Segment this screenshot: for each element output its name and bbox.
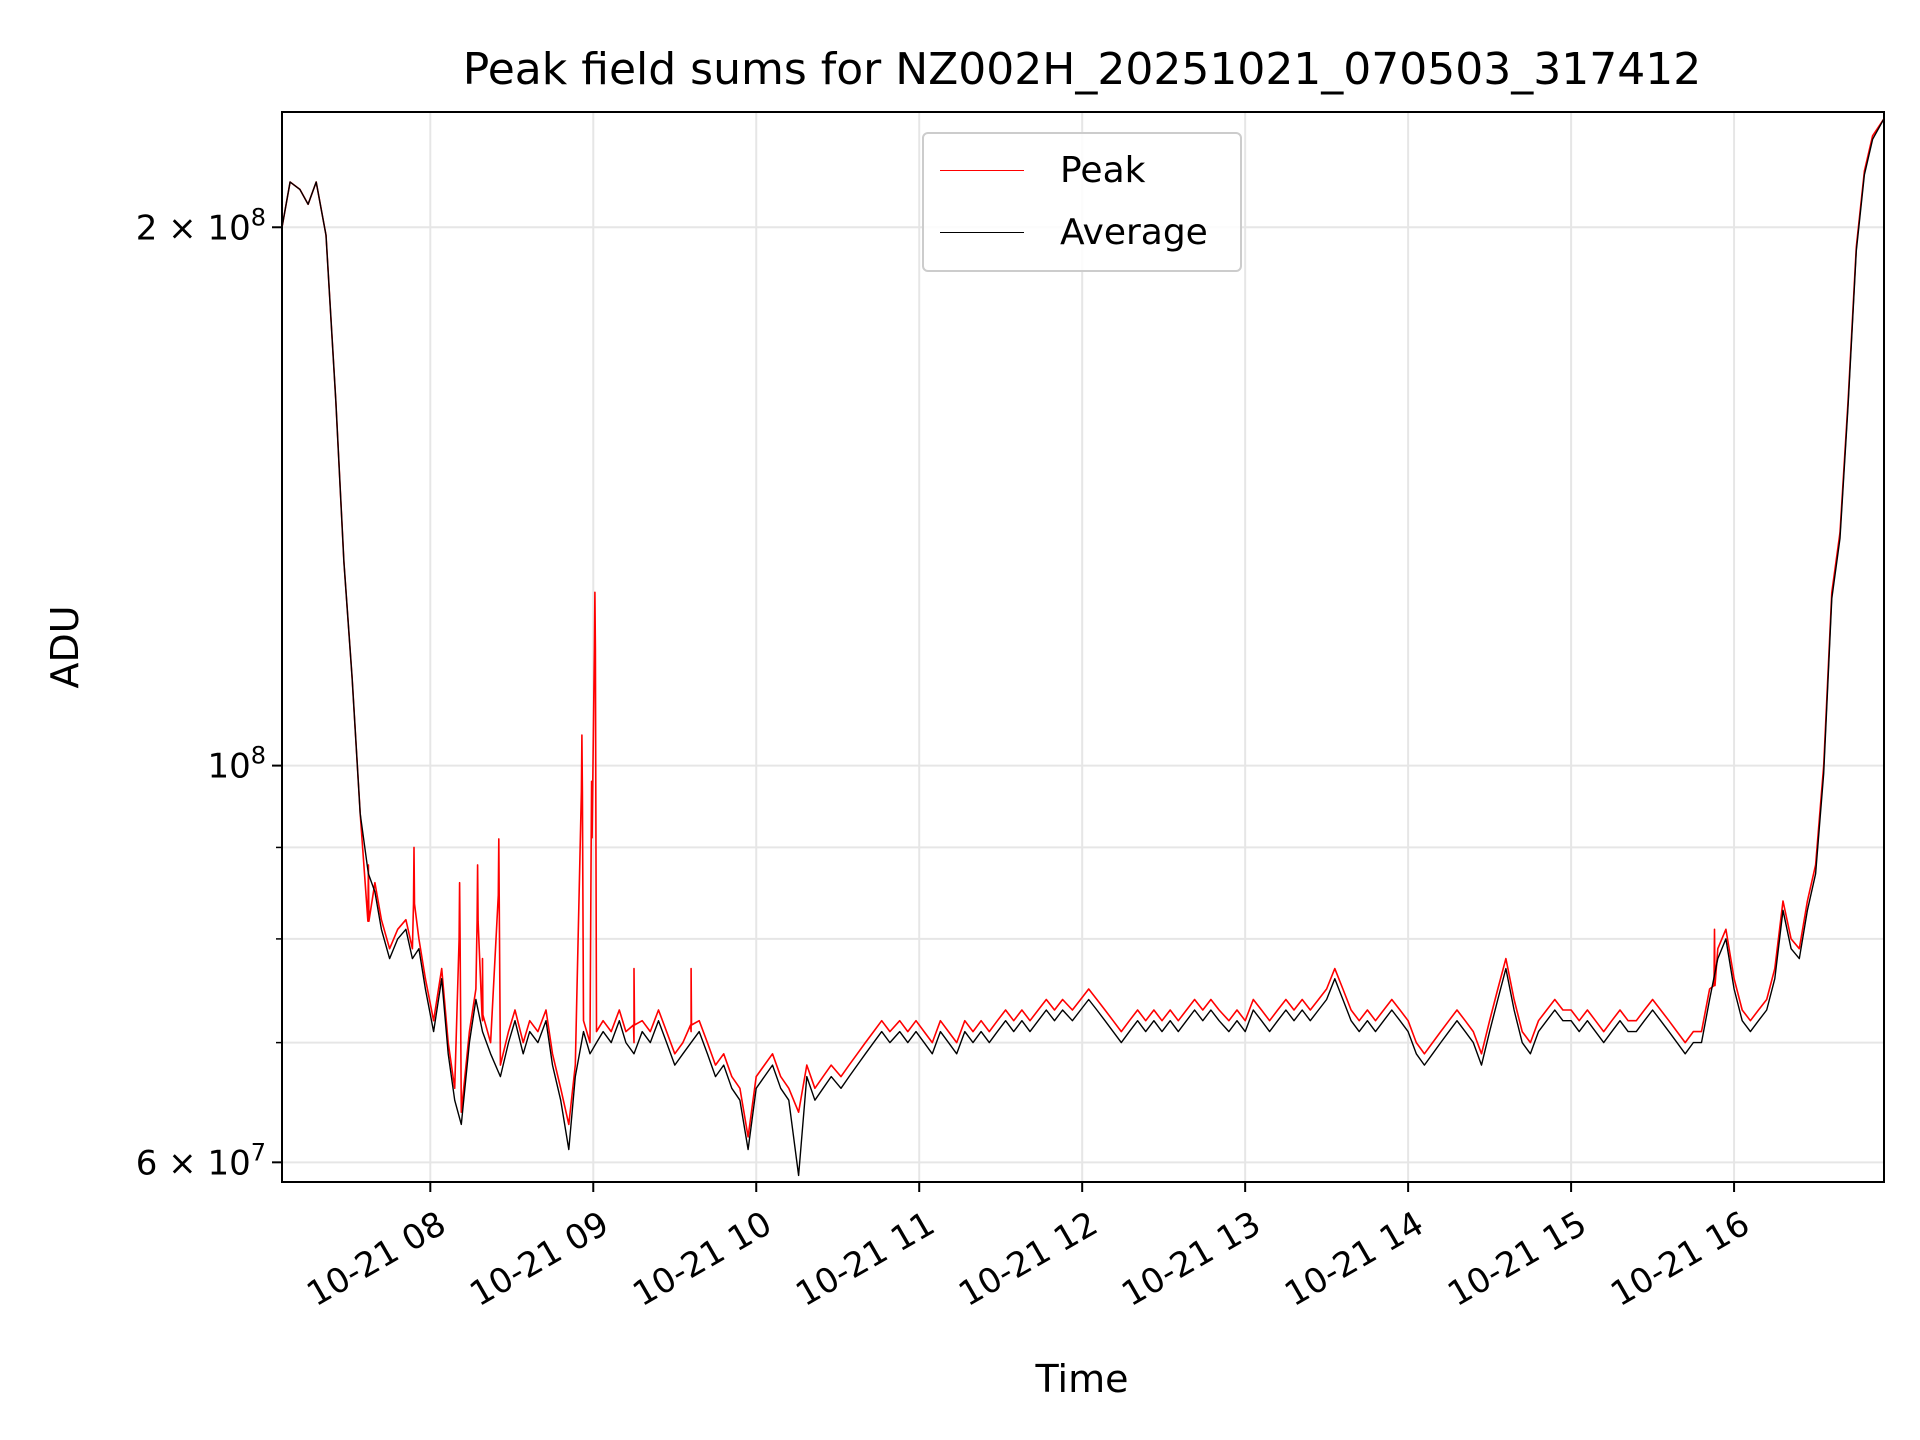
- legend-swatch: [940, 231, 1024, 233]
- chart-title: Peak field sums for NZ002H_20251021_0705…: [463, 44, 1701, 95]
- x-axis-label: Time: [1035, 1357, 1129, 1401]
- y-tick-label: 108: [207, 742, 266, 787]
- y-axis-label: ADU: [43, 605, 87, 688]
- legend-item-peak: Peak: [940, 149, 1146, 191]
- legend-item-average: Average: [940, 211, 1208, 253]
- y-tick-label: 2 × 108: [136, 203, 266, 248]
- legend-label: Average: [1060, 211, 1208, 253]
- series-line-peak: [282, 118, 1884, 1138]
- y-axis: 6 × 107 108 2 × 108: [136, 203, 282, 1183]
- grid-layer: [282, 112, 1884, 1182]
- y-tick-label: 6 × 107: [136, 1138, 266, 1183]
- legend-swatch: [940, 169, 1024, 171]
- series-layer: [282, 118, 1884, 1177]
- series-line-average: [282, 118, 1884, 1177]
- legend-label: Peak: [1060, 149, 1146, 191]
- legend: Peak Average: [922, 132, 1242, 272]
